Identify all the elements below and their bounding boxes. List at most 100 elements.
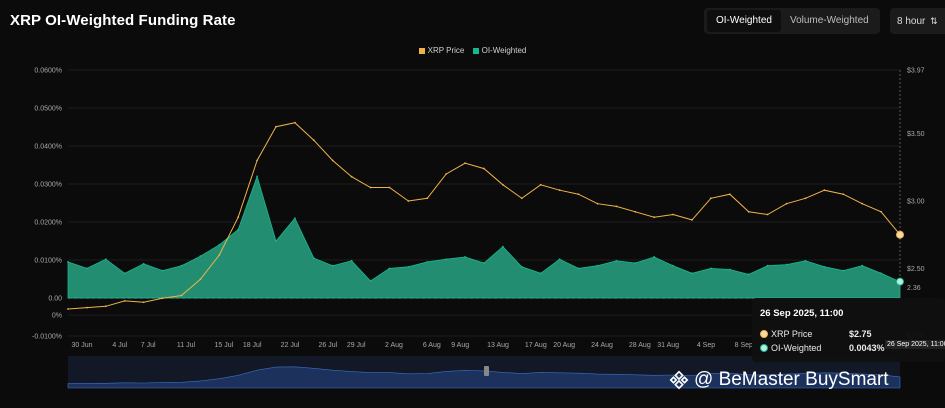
data-point-oi-weighted [596, 264, 599, 267]
data-point-oi-weighted [880, 272, 882, 275]
navigator-series [67, 366, 901, 389]
oi-weighted-tab[interactable]: OI-Weighted [707, 10, 781, 32]
interval-label: 8 hour [897, 16, 926, 27]
data-point-xrp-price [634, 210, 637, 213]
data-point-xrp-price [312, 139, 315, 142]
tooltip-price-label: XRP Price [771, 329, 813, 339]
x-tick-label: 17 Aug [525, 342, 547, 349]
data-point-xrp-price [67, 308, 69, 310]
data-point-xrp-price [199, 278, 202, 281]
data-point-oi-weighted [747, 273, 750, 276]
data-point-oi-weighted [388, 267, 391, 270]
data-point-xrp-price [861, 202, 864, 205]
data-point-oi-weighted [539, 272, 542, 275]
navigator-handle-left [484, 366, 489, 376]
x-tick-label: 4 Jul [112, 342, 127, 349]
data-point-xrp-price [407, 200, 410, 202]
data-point-xrp-price [539, 183, 542, 186]
data-point-xrp-price [842, 193, 845, 196]
y-left-tick-label: -0.0100% [32, 334, 62, 341]
data-point-xrp-price [142, 301, 145, 304]
data-point-xrp-price [464, 162, 466, 165]
data-point-oi-weighted [502, 245, 504, 248]
data-point-oi-weighted [218, 243, 221, 246]
tooltip-oi-value: 0.0043% [849, 343, 885, 353]
data-point-xrp-price [388, 186, 391, 189]
data-point-xrp-price [615, 205, 618, 208]
chart-legend: XRP Price OI-Weighted [0, 46, 945, 56]
interval-select[interactable]: 8 hour ⇅ [890, 8, 945, 34]
data-point-oi-weighted [728, 268, 731, 271]
chevron-updown-icon: ⇅ [930, 16, 938, 26]
chart-title: XRP OI-Weighted Funding Rate [10, 12, 236, 29]
x-tick-label: 9 Aug [451, 342, 469, 349]
tooltip-row-price: XRP Price $2.75 [760, 327, 945, 341]
data-point-xrp-price [237, 216, 240, 219]
tooltip-price-dot [760, 330, 768, 338]
data-point-oi-weighted [331, 264, 334, 267]
data-point-oi-weighted [275, 240, 277, 242]
y-right-tick-label: 2.36 [907, 285, 921, 292]
legend-label-oi: OI-Weighted [481, 46, 527, 55]
data-point-oi-weighted [672, 264, 674, 267]
y-right-tick-label: $3.97 [907, 68, 925, 75]
data-point-xrp-price [880, 210, 882, 213]
data-point-xrp-price [766, 213, 769, 216]
data-point-oi-weighted [766, 264, 769, 267]
y-left-tick-label: 0.0600% [34, 68, 62, 75]
data-point-xrp-price [350, 175, 353, 178]
data-point-oi-weighted [294, 217, 296, 220]
x-tick-label: 26 Jul [318, 342, 337, 349]
data-point-xrp-price [691, 218, 693, 221]
data-point-xrp-price [653, 216, 656, 219]
tooltip-date: 26 Sep 2025, 11:00 [760, 308, 844, 319]
data-point-xrp-price [672, 213, 674, 216]
data-point-oi-weighted [237, 228, 240, 231]
y-left-tick-label: 0.0400% [34, 144, 62, 151]
data-point-oi-weighted [520, 265, 523, 268]
data-point-xrp-price [747, 210, 750, 213]
tooltip-price-value: $2.75 [849, 329, 872, 339]
x-tick-label: 6 Aug [423, 342, 441, 349]
data-point-xrp-price [369, 186, 372, 189]
data-point-xrp-price [161, 297, 164, 300]
data-point-oi-weighted [426, 261, 429, 263]
data-point-xrp-price [520, 197, 523, 200]
watermark-text: @ BeMaster BuySmart [694, 369, 889, 390]
data-point-oi-weighted [350, 259, 353, 262]
volume-weighted-tab[interactable]: Volume-Weighted [789, 15, 869, 26]
x-tick-label: 20 Aug [553, 342, 575, 349]
x-tick-label: 18 Jul [243, 342, 262, 349]
data-point-oi-weighted [483, 262, 485, 264]
data-point-oi-weighted [464, 256, 466, 258]
data-point-oi-weighted [86, 267, 88, 270]
y-left-tick-label: 0.0300% [34, 182, 62, 189]
data-point-xrp-price [104, 305, 107, 308]
legend-item-price[interactable]: XRP Price [418, 46, 464, 55]
data-point-oi-weighted [161, 269, 164, 272]
data-point-xrp-price [577, 193, 580, 196]
data-point-xrp-price [445, 173, 448, 175]
binance-logo-icon [669, 370, 689, 390]
tooltip-row-oi: OI-Weighted 0.0043% [760, 341, 945, 355]
x-tick-label: 2 Aug [385, 342, 403, 349]
x-tick-label: 7 Jul [141, 342, 156, 349]
data-point-xrp-price [785, 202, 788, 205]
data-point-oi-weighted [558, 258, 561, 261]
legend-swatch-price [418, 47, 425, 54]
data-point-oi-weighted [653, 256, 656, 258]
data-point-xrp-price [426, 197, 429, 200]
legend-swatch-oi [472, 47, 479, 54]
watermark: @ BeMaster BuySmart [668, 369, 889, 391]
x-tick-label: 13 Aug [487, 342, 509, 349]
x-tick-label: 24 Aug [591, 342, 613, 349]
data-point-oi-weighted [180, 264, 183, 267]
data-point-oi-weighted [256, 175, 258, 178]
crosshair-x-label: 26 Sep 2025, 11:00 [885, 340, 945, 349]
y-left-tick-label: 0.0200% [34, 220, 62, 227]
crosshair-dot-oi [896, 277, 904, 286]
y-right-tick-label: $3.00 [907, 198, 925, 205]
legend-item-oi[interactable]: OI-Weighted [472, 46, 527, 55]
data-point-oi-weighted [67, 261, 69, 263]
